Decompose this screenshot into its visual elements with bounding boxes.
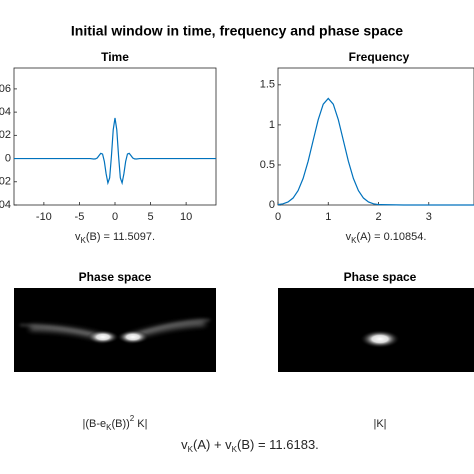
line	[277, 97, 474, 206]
x-axis-label: vK(B) = 11.5097.	[75, 231, 155, 245]
x-tick-label: 10	[180, 211, 192, 223]
y-tick-label: 0.5	[260, 159, 275, 171]
chart-title: Frequency	[349, 50, 410, 64]
footer-part: (A) + v	[193, 437, 232, 452]
x-tick-label: 3	[426, 211, 432, 223]
axes-box	[277, 67, 474, 206]
x-axis-label-part: K	[80, 236, 86, 245]
y-tick-label: 06	[0, 83, 11, 95]
x-axis-label-part: (B) = 11.5097.	[86, 231, 155, 243]
y-tick-label: 1.5	[260, 79, 275, 91]
x-axis-label-part: |(B-e	[82, 418, 106, 430]
x-axis-label-part: K|	[134, 418, 147, 430]
x-axis-label-part: |K|	[373, 418, 386, 430]
y-tick-label: 02	[0, 176, 11, 188]
x-axis-label-part: (B))	[111, 418, 129, 430]
chart-title: Time	[101, 50, 129, 64]
footer-part: v	[181, 437, 188, 452]
y-tick-label: 02	[0, 129, 11, 141]
x-tick-label: -5	[75, 211, 85, 223]
x-axis-label: |K|	[373, 418, 386, 430]
line	[14, 117, 216, 186]
footer-part: K	[232, 445, 238, 454]
phase-image	[278, 288, 474, 372]
x-tick-label: 5	[148, 211, 154, 223]
y-tick-label: 1	[269, 119, 275, 131]
x-tick-label: 2	[375, 211, 381, 223]
y-tick-label: 04	[0, 106, 11, 118]
x-tick-label: 0	[112, 211, 118, 223]
x-tick-label: -10	[36, 211, 52, 223]
x-axis-label: |(B-eK(B))2 K|	[82, 414, 147, 432]
figure-title: Initial window in time, frequency and ph…	[71, 23, 403, 39]
x-axis-label-part: v	[346, 231, 352, 243]
axes-box	[13, 67, 217, 206]
chart-title: Phase space	[344, 270, 417, 284]
x-axis-label-part: K	[351, 236, 357, 245]
y-tick-label: 0	[5, 152, 11, 164]
footer-part: (B) = 11.6183.	[237, 437, 319, 452]
x-axis-label-part: K	[106, 423, 112, 432]
y-tick-label: 04	[0, 199, 11, 211]
footer-part: K	[188, 445, 194, 454]
x-tick-label: 0	[275, 211, 281, 223]
x-tick-label: 1	[325, 211, 331, 223]
x-axis-label-part: (A) = 0.10854.	[356, 231, 426, 243]
phase-image	[14, 288, 216, 372]
x-axis-label-part: 2	[130, 414, 135, 423]
x-axis-label-part: v	[75, 231, 81, 243]
x-axis-label: vK(A) = 0.10854.	[346, 231, 427, 245]
footer: vK(A) + vK(B) = 11.6183.	[181, 437, 319, 454]
y-tick-label: 0	[269, 199, 275, 211]
chart-title: Phase space	[79, 270, 152, 284]
